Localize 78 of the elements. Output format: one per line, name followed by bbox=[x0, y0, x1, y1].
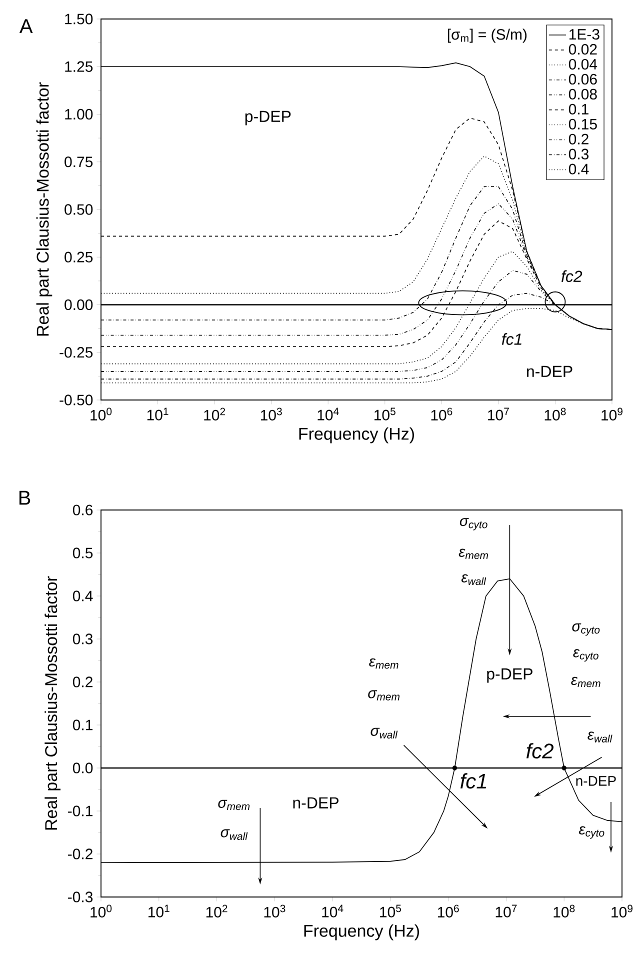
annotation: ε$_{cyto}$ bbox=[578, 826, 604, 839]
x-tick-label: 10$^{4}$ bbox=[322, 904, 344, 918]
legend-label: 0.4 bbox=[568, 164, 589, 174]
legend-label: 0.2 bbox=[568, 134, 588, 144]
y-tick-label: 0.50 bbox=[64, 204, 93, 215]
annotation: σ$_{cyto}$ bbox=[572, 623, 600, 636]
y-tick-label: 0.25 bbox=[64, 252, 93, 262]
annotation: p-DEP bbox=[245, 110, 291, 126]
x-tick-label: 10$^{8}$ bbox=[554, 904, 575, 918]
annotation: n-DEP bbox=[527, 366, 572, 377]
y-tick-label: -0.50 bbox=[60, 394, 93, 406]
y-tick-label: 0.0 bbox=[72, 762, 93, 774]
x-tick-label: 10$^{8}$ bbox=[544, 408, 566, 420]
annotation: fc1 bbox=[502, 333, 522, 345]
x-axis-title: Frequency (Hz) bbox=[304, 924, 419, 940]
annotation: fc1 bbox=[460, 773, 486, 789]
annotation: ε$_{mem}$ bbox=[571, 676, 600, 688]
y-tick-label: -0.2 bbox=[68, 848, 92, 860]
legend-label: 0.08 bbox=[568, 88, 597, 100]
x-tick-label: 10$^{3}$ bbox=[260, 408, 282, 420]
y-tick-label: 0.6 bbox=[72, 504, 93, 516]
chart-title: B bbox=[19, 490, 30, 505]
y-tick-label: 0.4 bbox=[72, 590, 93, 602]
x-tick-label: 10$^{1}$ bbox=[147, 408, 168, 420]
x-tick-label: 10$^{1}$ bbox=[148, 904, 170, 918]
x-tick-label: 10$^{2}$ bbox=[204, 408, 226, 420]
y-tick-label: 1.50 bbox=[65, 14, 93, 24]
chart-title: A bbox=[19, 19, 33, 33]
y-axis-title: Real part Clausius-Mossotti factor bbox=[44, 576, 60, 830]
annotation: ε$_{mem}$ bbox=[458, 548, 488, 560]
legend-label: 1E-3 bbox=[569, 29, 600, 40]
x-tick-label: 10$^{5}$ bbox=[374, 408, 396, 420]
annotation: n-DEP bbox=[293, 797, 338, 808]
x-tick-label: 10$^{3}$ bbox=[264, 904, 286, 918]
y-tick-label: -0.1 bbox=[68, 806, 92, 816]
y-tick-label: 0.5 bbox=[72, 548, 93, 558]
legend-label: 0.1 bbox=[568, 104, 588, 114]
y-tick-label: -0.25 bbox=[60, 347, 93, 358]
annotation: ε$_{wall}$ bbox=[461, 574, 486, 586]
x-tick-label: 10$^{4}$ bbox=[318, 408, 339, 420]
legend-label: 0.06 bbox=[568, 74, 597, 85]
annotation: ε$_{wall}$ bbox=[588, 732, 612, 742]
annotation: ε$_{cyto}$ bbox=[573, 649, 598, 662]
annotation: p-DEP bbox=[487, 668, 532, 683]
y-tick-label: 0.1 bbox=[72, 720, 92, 730]
y-tick-label: 1.25 bbox=[65, 61, 93, 72]
y-tick-label: -0.3 bbox=[68, 892, 93, 902]
annotation: σ$_{mem}$ bbox=[368, 690, 400, 700]
x-tick-label: 10$^{6}$ bbox=[438, 904, 459, 918]
annotation: σ$_{mem}$ bbox=[218, 800, 250, 810]
annotation: σ$_{wall}$ bbox=[220, 829, 248, 840]
x-tick-label: 10$^{0}$ bbox=[90, 408, 112, 420]
y-tick-label: 0.2 bbox=[72, 676, 92, 688]
x-tick-label: 10$^{7}$ bbox=[496, 904, 517, 918]
x-tick-label: 10$^{2}$ bbox=[206, 904, 228, 918]
annotation: σ$_{cyto}$ bbox=[460, 518, 488, 530]
x-tick-label: 10$^{6}$ bbox=[431, 408, 452, 420]
x-axis-title: Frequency (Hz) bbox=[299, 427, 414, 444]
annotation: ε$_{mem}$ bbox=[369, 658, 398, 669]
x-tick-label: 10$^{5}$ bbox=[380, 904, 402, 918]
legend-label: 0.15 bbox=[568, 118, 597, 130]
annotation: fc2 bbox=[526, 743, 554, 759]
legend-label: 0.3 bbox=[568, 148, 589, 160]
annotation: σ$_{wall}$ bbox=[370, 728, 398, 739]
annotation: fc2 bbox=[562, 270, 582, 282]
y-axis-title: Real part Clausius-Mossotti factor bbox=[36, 82, 52, 336]
x-tick-label: 10$^{9}$ bbox=[602, 408, 622, 420]
y-tick-label: 1.00 bbox=[65, 108, 93, 120]
y-tick-label: 0.75 bbox=[64, 156, 93, 168]
legend-label: 0.04 bbox=[568, 58, 598, 70]
y-tick-label: 0.3 bbox=[72, 634, 93, 644]
annotation: n-DEP bbox=[576, 776, 616, 786]
x-tick-label: 10$^{0}$ bbox=[90, 904, 112, 918]
x-tick-label: 10$^{9}$ bbox=[612, 904, 632, 918]
legend-label: 0.02 bbox=[568, 44, 597, 55]
x-tick-label: 10$^{7}$ bbox=[488, 408, 509, 420]
y-tick-label: 0.00 bbox=[64, 299, 93, 310]
legend-title: [σ$_{m}$] = (S/m) bbox=[448, 28, 527, 43]
